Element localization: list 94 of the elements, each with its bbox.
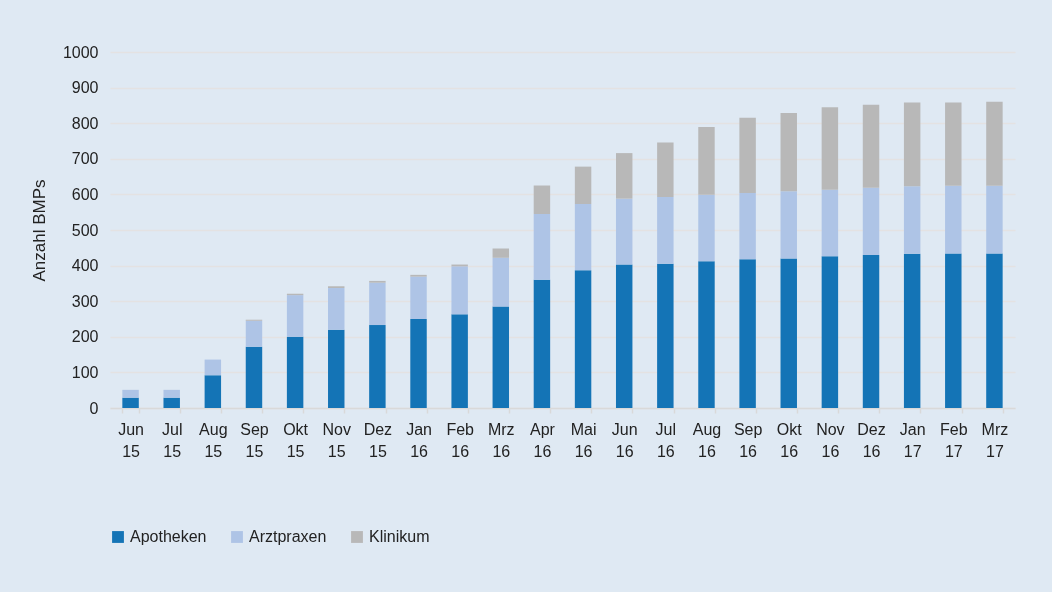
- bar: [286, 295, 304, 337]
- bar: [945, 102, 962, 186]
- bar: [657, 142, 674, 197]
- legend-label: Apotheken: [130, 528, 207, 545]
- bar: [286, 336, 304, 408]
- x-tick-label: Sep 15: [240, 420, 269, 460]
- y-tick-label: 900: [71, 79, 99, 97]
- bar: [451, 266, 468, 315]
- bar: [945, 253, 962, 408]
- bar: [533, 213, 551, 280]
- x-tick-label: Dez 16: [857, 420, 886, 460]
- bar: [739, 192, 756, 260]
- bar: [986, 185, 1003, 254]
- legend-label: Klinikum: [369, 528, 430, 545]
- x-tick-label: Sep 16: [733, 420, 763, 460]
- bar: [328, 288, 345, 330]
- bar: [204, 359, 222, 376]
- x-tick-label: Nov 16: [816, 420, 845, 460]
- x-tick-label: Apr 16: [529, 420, 556, 460]
- y-tick-label: 100: [71, 363, 99, 381]
- bar: [492, 257, 510, 307]
- bar: [369, 282, 386, 326]
- bar: [780, 258, 797, 408]
- bar: [328, 329, 345, 408]
- bar: [615, 153, 633, 199]
- x-tick-label: Jan 16: [406, 420, 432, 460]
- x-tick-label: Mrz 17: [981, 420, 1009, 460]
- bar: [574, 204, 592, 271]
- y-tick-label: 400: [71, 257, 99, 275]
- bar: [615, 198, 633, 265]
- bar: [821, 189, 839, 257]
- x-tick-label: Mrz 16: [487, 420, 515, 460]
- x-tick-label: Okt 16: [776, 420, 803, 460]
- y-tick-label: 200: [71, 328, 99, 346]
- bar: [821, 107, 839, 190]
- y-tick-label: 600: [71, 185, 99, 203]
- bar: [410, 319, 427, 408]
- bar: [574, 270, 592, 408]
- bar: [739, 117, 756, 193]
- bar: [451, 314, 468, 408]
- bar: [615, 264, 633, 408]
- bar: [739, 259, 756, 408]
- bar: [903, 253, 921, 408]
- bar: [862, 254, 880, 408]
- bar: [657, 263, 674, 408]
- y-tick-label: 800: [71, 114, 99, 132]
- bar: [492, 306, 510, 408]
- x-tick-label: Aug 15: [199, 420, 228, 460]
- bar: [533, 185, 551, 214]
- bar: [821, 256, 839, 408]
- y-tick-label: 300: [71, 292, 99, 310]
- bar: [698, 127, 715, 195]
- y-tick-label: 0: [89, 399, 99, 417]
- x-tick-label: Nov 15: [322, 420, 351, 460]
- x-tick-label: Jul 15: [161, 420, 183, 460]
- bar: [122, 397, 139, 408]
- x-tick-label: Okt 15: [283, 420, 309, 460]
- bar: [903, 186, 921, 254]
- x-tick-label: Feb 17: [940, 420, 968, 460]
- x-tick-label: Jul 16: [655, 420, 677, 460]
- y-tick-label: 700: [71, 150, 99, 168]
- bar: [533, 279, 551, 408]
- bar: [574, 166, 592, 205]
- bar: [410, 276, 427, 319]
- bar: [657, 196, 674, 264]
- bar: [122, 389, 139, 398]
- bar: [369, 325, 386, 408]
- x-tick-label: Jun 15: [118, 420, 144, 460]
- bar: [204, 375, 222, 408]
- bar: [163, 389, 180, 398]
- bar: [903, 102, 921, 187]
- legend-label: Arztpraxen: [249, 528, 327, 545]
- y-axis-title: Anzahl BMPs: [29, 179, 49, 282]
- bar: [698, 261, 715, 408]
- bar: [245, 320, 263, 347]
- x-tick-label: Aug 16: [692, 420, 722, 460]
- bar: [780, 112, 797, 192]
- x-tick-label: Mai 16: [570, 420, 597, 460]
- x-tick-label: Dez 15: [363, 420, 393, 460]
- bar: [986, 253, 1003, 408]
- x-tick-label: Jan 17: [899, 420, 926, 460]
- x-tick-label: Jun 16: [611, 420, 638, 460]
- bar: [862, 187, 880, 255]
- bar: [245, 346, 263, 408]
- bar: [492, 248, 510, 258]
- y-tick-label: 500: [71, 221, 99, 239]
- bar: [945, 185, 962, 254]
- y-tick-label: 1000: [62, 43, 99, 61]
- bar: [698, 194, 715, 262]
- x-tick-label: Feb 16: [446, 420, 475, 460]
- bar: [163, 397, 180, 408]
- bar: [986, 101, 1003, 186]
- bar: [780, 191, 797, 259]
- bar: [862, 104, 880, 188]
